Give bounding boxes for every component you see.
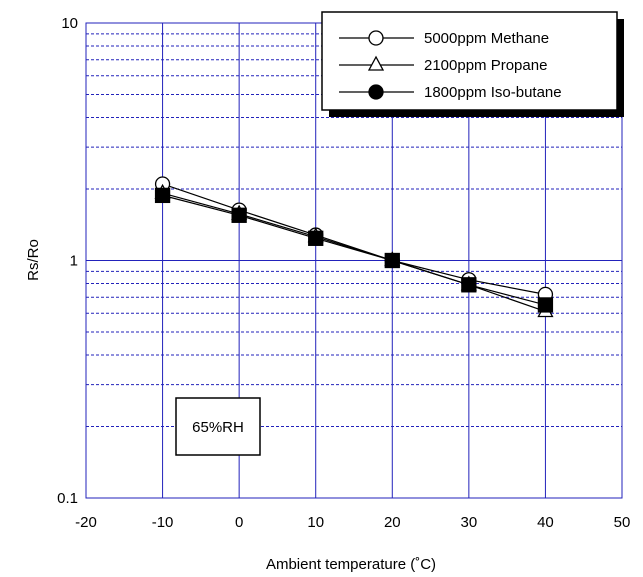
legend-marker xyxy=(368,84,384,100)
y-axis-ticks: 0.1 1 10 xyxy=(57,15,78,507)
series-line xyxy=(162,192,546,313)
x-tick-label: -10 xyxy=(152,514,174,531)
x-tick-label: -20 xyxy=(75,514,97,531)
annotation-frame xyxy=(175,397,261,456)
x-tick-label: 30 xyxy=(461,514,478,531)
y-tick-label: 0.1 xyxy=(57,490,78,507)
series-line xyxy=(162,194,546,306)
legend-marker xyxy=(368,30,384,46)
series-1 xyxy=(154,176,554,303)
data-point xyxy=(231,207,247,223)
legend-entry: 5000ppm Methane xyxy=(339,30,549,47)
annotation-label: 65%RH xyxy=(192,419,244,436)
legend-entry: 1800ppm Iso-butane xyxy=(339,84,562,101)
series-line xyxy=(162,183,546,295)
data-point xyxy=(537,297,554,313)
series-3 xyxy=(154,187,554,313)
y-axis-label: Rs/Ro xyxy=(25,239,42,281)
data-point xyxy=(461,277,477,293)
series-layer xyxy=(154,176,554,318)
x-tick-label: 40 xyxy=(537,514,554,531)
legend-label: 1800ppm Iso-butane xyxy=(424,84,562,101)
legend-entry: 2100ppm Propane xyxy=(339,55,547,74)
x-axis-ticks: -20 -10 0 10 20 30 40 50 xyxy=(75,514,630,531)
annotation-box: 65%RH xyxy=(175,397,261,456)
x-tick-label: 0 xyxy=(235,514,243,531)
legend-marker xyxy=(367,55,385,71)
x-axis-label: Ambient temperature (˚C) xyxy=(266,556,436,573)
y-tick-label: 1 xyxy=(70,253,78,270)
data-point xyxy=(154,187,171,204)
legend: 5000ppm Methane 2100ppm Propane 1800ppm Is… xyxy=(321,11,624,117)
x-tick-label: 10 xyxy=(307,514,324,531)
x-tick-label: 20 xyxy=(384,514,401,531)
y-tick-label: 10 xyxy=(61,15,78,32)
legend-label: 2100ppm Propane xyxy=(424,57,547,74)
legend-label: 5000ppm Methane xyxy=(424,30,549,47)
x-tick-label: 50 xyxy=(614,514,631,531)
data-point xyxy=(308,230,324,246)
data-point xyxy=(384,252,400,269)
